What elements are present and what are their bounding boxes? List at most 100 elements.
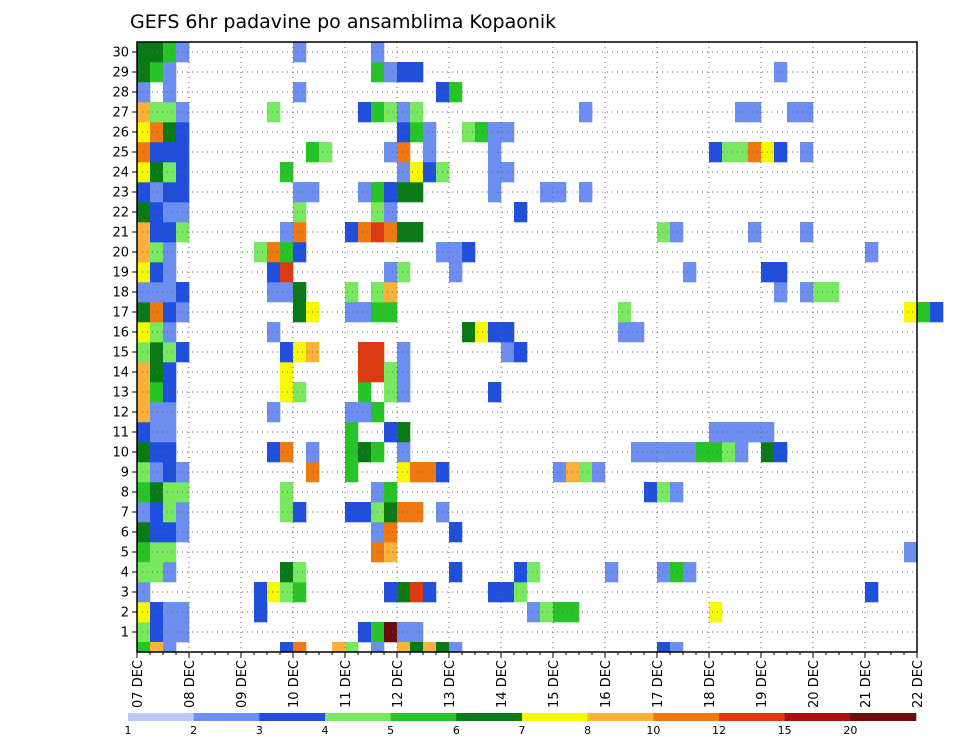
heatmap-cell (384, 262, 398, 283)
heatmap-cell (163, 102, 177, 123)
x-tick-label: 15 DEC (547, 660, 562, 708)
heatmap-cell (475, 122, 489, 143)
heatmap-cell (345, 302, 359, 323)
heatmap-cell (475, 322, 489, 343)
heatmap-cell (709, 422, 723, 443)
heatmap-cell (267, 402, 281, 423)
heatmap-cell (267, 322, 281, 343)
heatmap-cell (137, 622, 151, 643)
heatmap-cell (293, 502, 307, 523)
x-tick-label: 18 DEC (703, 660, 718, 708)
heatmap-cell (267, 102, 281, 123)
heatmap-cell (397, 162, 411, 183)
colorbar-label: 4 (322, 724, 329, 737)
heatmap-cell (488, 582, 502, 603)
heatmap-cell (384, 522, 398, 543)
colorbar-swatch (719, 713, 785, 721)
heatmap-cell (397, 422, 411, 443)
heatmap-cell (488, 142, 502, 163)
x-tick-label: 13 DEC (443, 660, 458, 708)
x-tick-label: 19 DEC (755, 660, 770, 708)
heatmap-cell (293, 562, 307, 583)
heatmap-cell (774, 282, 788, 303)
y-tick-label: 1 (121, 626, 129, 641)
heatmap-cell (735, 442, 749, 463)
heatmap-cell (358, 382, 372, 403)
heatmap-cell (345, 462, 359, 483)
heatmap-cell (579, 102, 593, 123)
heatmap-cell (267, 262, 281, 283)
heatmap-cell (293, 202, 307, 223)
heatmap-cells (137, 42, 944, 653)
heatmap-cell (137, 162, 151, 183)
heatmap-cell (163, 362, 177, 383)
heatmap-cell (254, 602, 268, 623)
heatmap-cell (384, 362, 398, 383)
heatmap-cell (553, 462, 567, 483)
heatmap-cell (397, 642, 411, 653)
heatmap-cell (670, 482, 684, 503)
heatmap-cell (410, 122, 424, 143)
heatmap-cell (514, 562, 528, 583)
colorbar-label: 1 (125, 724, 132, 737)
heatmap-cell (384, 102, 398, 123)
heatmap-cell (163, 222, 177, 243)
heatmap-cell (397, 462, 411, 483)
heatmap-cell (280, 162, 294, 183)
heatmap-cell (293, 182, 307, 203)
heatmap-cell (280, 262, 294, 283)
heatmap-cell (917, 302, 931, 323)
heatmap-cell (410, 182, 424, 203)
heatmap-cell (787, 102, 801, 123)
heatmap-cell (488, 322, 502, 343)
heatmap-cell (280, 502, 294, 523)
heatmap-cell (150, 162, 164, 183)
colorbar-label: 3 (256, 724, 263, 737)
y-tick-label: 29 (112, 66, 129, 81)
colorbar-label: 6 (453, 724, 460, 737)
heatmap-cell (865, 242, 879, 263)
heatmap-cell (150, 102, 164, 123)
heatmap-cell (670, 442, 684, 463)
heatmap-cell (384, 482, 398, 503)
heatmap-cell (150, 462, 164, 483)
heatmap-cell (410, 462, 424, 483)
heatmap-cell (267, 242, 281, 263)
heatmap-cell (774, 442, 788, 463)
heatmap-cell (449, 242, 463, 263)
heatmap-cell (371, 642, 385, 653)
heatmap-cell (384, 302, 398, 323)
colorbar-swatch (325, 713, 391, 721)
y-tick-label: 28 (112, 86, 129, 101)
heatmap-cell (683, 442, 697, 463)
heatmap-cell (410, 582, 424, 603)
colorbar-swatch (456, 713, 523, 721)
colorbar-swatch (587, 713, 654, 721)
heatmap-cell (137, 462, 151, 483)
y-tick-label: 11 (112, 426, 129, 441)
heatmap-cell (358, 102, 372, 123)
heatmap-cell (358, 502, 372, 523)
heatmap-cell (345, 442, 359, 463)
heatmap-cell (358, 182, 372, 203)
heatmap-cell (280, 282, 294, 303)
heatmap-cell (397, 62, 411, 83)
heatmap-cell (683, 562, 697, 583)
heatmap-cell (254, 582, 268, 603)
heatmap-cell (163, 182, 177, 203)
y-tick-label: 24 (112, 166, 129, 181)
heatmap-cell (735, 142, 749, 163)
heatmap-cell (150, 562, 164, 583)
heatmap-cell (137, 502, 151, 523)
y-tick-label: 27 (112, 106, 129, 121)
heatmap-cell (410, 62, 424, 83)
heatmap-cell (397, 142, 411, 163)
heatmap-cell (293, 222, 307, 243)
heatmap-cell (293, 302, 307, 323)
heatmap-cell (137, 42, 151, 63)
heatmap-cell (150, 262, 164, 283)
heatmap-cell (735, 102, 749, 123)
colorbar-swatch (784, 713, 851, 721)
heatmap-cell (670, 562, 684, 583)
